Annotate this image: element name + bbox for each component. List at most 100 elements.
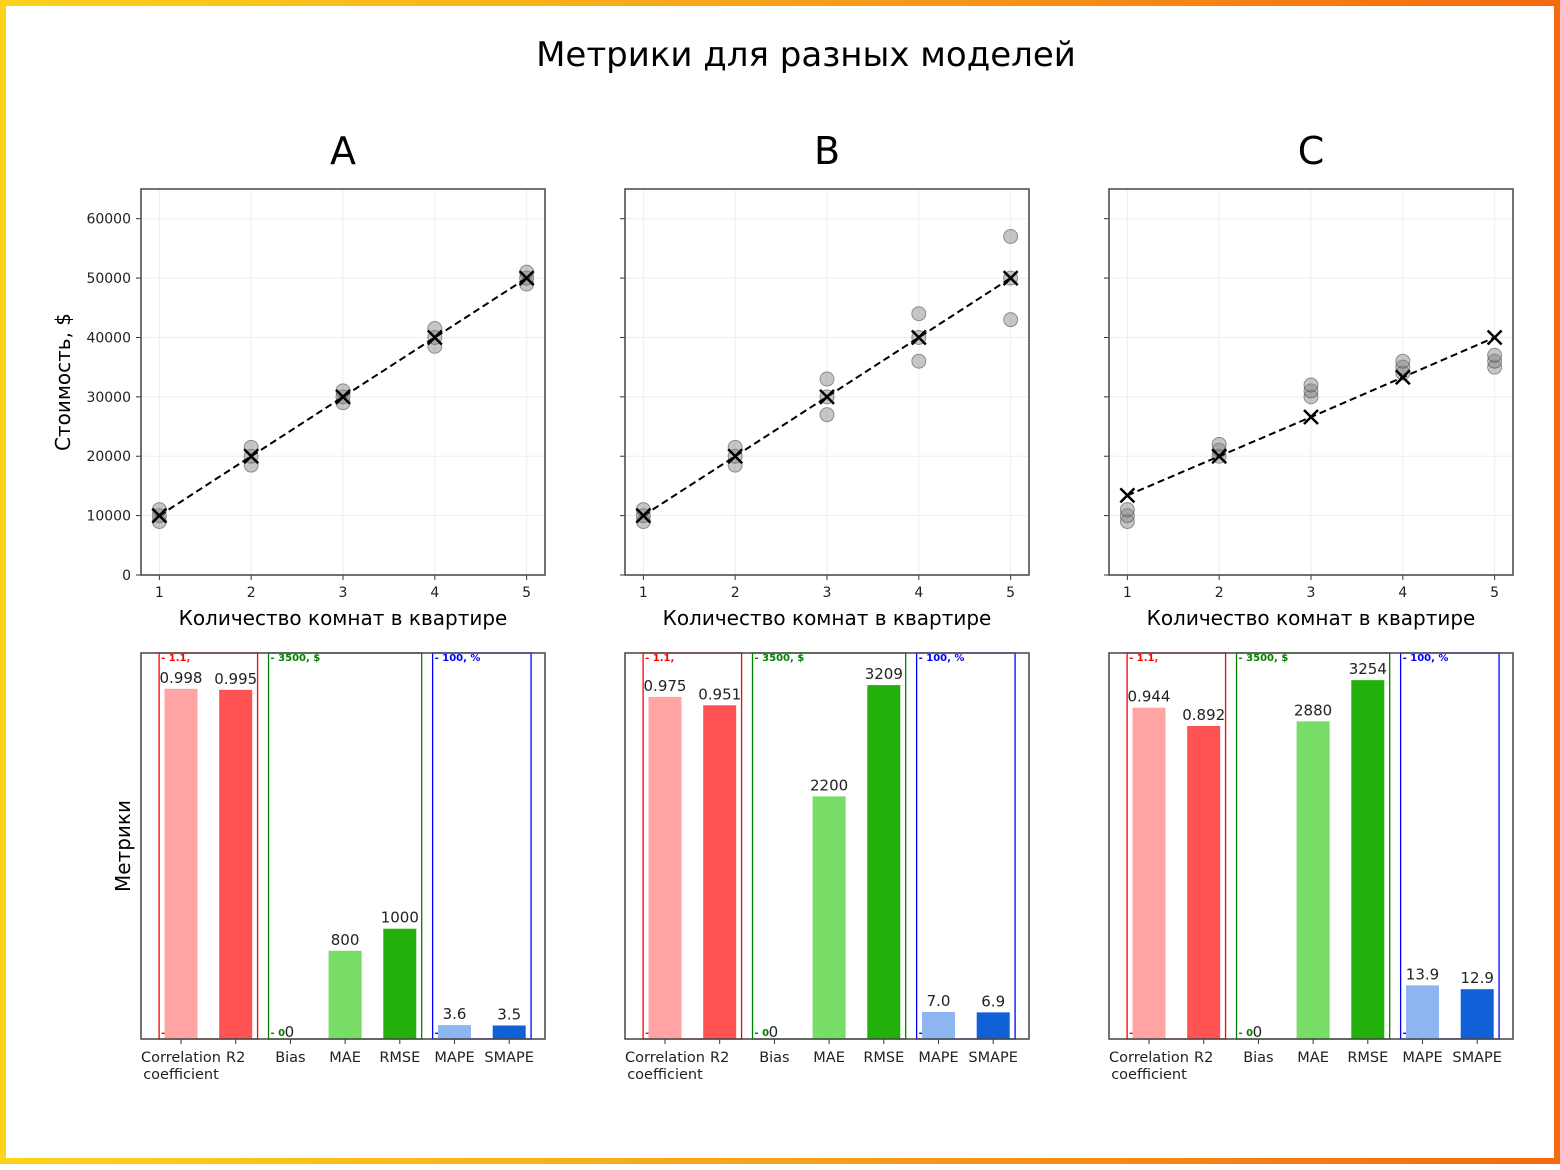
panel-A-bar: - 1.1,- 0- 3500, $- 0- 100, %- 00.998Cor… — [140, 652, 546, 1083]
x-tick-label: 2 — [731, 585, 740, 601]
metric-bar — [976, 1012, 1010, 1039]
panel-title: C — [1298, 129, 1325, 173]
actual-point — [1119, 508, 1135, 524]
x-tick-label: MAPE — [1402, 1050, 1442, 1066]
predicted-marker — [151, 507, 168, 524]
x-tick-label: Bias — [759, 1050, 789, 1066]
actual-point — [1303, 383, 1319, 399]
metric-bar — [922, 1011, 955, 1039]
metric-bar — [703, 705, 737, 1039]
predicted-marker — [1211, 448, 1228, 465]
actual-point — [1119, 502, 1135, 518]
actual-point — [243, 439, 259, 455]
metric-bar — [219, 689, 253, 1039]
metric-bar — [1406, 985, 1439, 1039]
y-tick-label: 20000 — [86, 449, 131, 465]
x-tick-label: MAE — [329, 1050, 361, 1066]
x-tick-label: 2 — [247, 585, 256, 601]
actual-point — [1487, 359, 1503, 375]
figure-title: Метрики для разных моделей — [536, 35, 1076, 75]
y-tick-label: 50000 — [86, 271, 131, 287]
group-min-label: - 0 — [271, 1028, 286, 1039]
actual-point — [819, 407, 835, 423]
x-tick-label: MAPE — [918, 1050, 958, 1066]
x-tick-label: Correlation — [625, 1050, 705, 1066]
actual-point — [727, 439, 743, 455]
y-tick-label: 60000 — [86, 212, 131, 228]
bar-value-label: 0 — [769, 1023, 779, 1041]
figure: Метрики для разных моделей Стоимость, $ … — [51, 35, 1514, 1083]
metric-bar — [164, 688, 198, 1039]
prediction-line — [158, 277, 528, 517]
prediction-line — [642, 277, 1012, 517]
x-tick-label: SMAPE — [968, 1050, 1018, 1066]
bar-value-label: 6.9 — [981, 992, 1005, 1010]
panel-title: B — [814, 129, 840, 173]
x-axis-label: Количество комнат в квартире — [179, 606, 508, 630]
group-max-label: - 100, % — [1403, 653, 1449, 664]
panel-C-bar: - 1.1,- 0- 3500, $- 0- 100, %- 00.944Cor… — [1108, 652, 1514, 1083]
metric-bar — [1351, 680, 1385, 1039]
actual-point — [1003, 229, 1019, 245]
x-tick-label: 1 — [1123, 585, 1132, 601]
x-tick-label: Correlation — [141, 1050, 221, 1066]
x-tick-label: Bias — [1243, 1050, 1273, 1066]
metric-bar — [383, 928, 417, 1039]
metric-group-frame — [431, 652, 532, 1040]
panel-C-scatter: C 1 2 3 4 5 Количество комнат в квартире — [1104, 129, 1514, 630]
panel-title: A — [330, 129, 356, 173]
group-max-label: - 1.1, — [1129, 653, 1158, 664]
metric-bar — [1132, 707, 1166, 1039]
bar-value-label: 3254 — [1349, 660, 1387, 678]
bar-value-label: 12.9 — [1460, 969, 1493, 987]
group-max-label: - 1.1, — [161, 653, 190, 664]
bar-value-label: 1000 — [381, 909, 419, 927]
bar-value-label: 0.995 — [214, 670, 257, 688]
metric-bar — [328, 950, 362, 1039]
x-tick-label: R2 — [226, 1050, 245, 1066]
x-tick-label: MAE — [813, 1050, 845, 1066]
bars-ylabel: Метрики — [111, 800, 135, 892]
actual-point — [911, 306, 927, 322]
actual-point — [427, 338, 443, 354]
panel-B-scatter: B 1 2 3 4 5 Количество комнат в квартире — [620, 129, 1030, 630]
predicted-marker — [1119, 487, 1136, 504]
metric-bar — [1460, 989, 1494, 1039]
x-tick-label: 3 — [823, 585, 832, 601]
actual-point — [1487, 353, 1503, 369]
predicted-marker — [819, 388, 835, 405]
x-axis-label: Количество комнат в квартире — [663, 606, 992, 630]
x-tick-label: SMAPE — [1452, 1050, 1502, 1066]
group-max-label: - 3500, $ — [1239, 653, 1289, 664]
x-tick-label: RMSE — [1347, 1050, 1388, 1066]
predicted-marker — [1394, 369, 1411, 386]
x-tick-label: 4 — [1398, 585, 1407, 601]
x-tick-label: coefficient — [627, 1067, 703, 1083]
bar-value-label: 0 — [1253, 1023, 1263, 1041]
x-tick-label: 5 — [522, 585, 531, 601]
plot-frame — [624, 188, 1030, 576]
bar-value-label: 0.998 — [160, 669, 203, 687]
bar-value-label: 13.9 — [1406, 965, 1439, 983]
actual-point — [243, 457, 259, 473]
actual-point — [1395, 359, 1411, 375]
predicted-marker — [1486, 329, 1503, 346]
bar-value-label: 3.6 — [443, 1005, 467, 1023]
x-tick-label: 5 — [1006, 585, 1015, 601]
actual-point — [427, 321, 443, 337]
predicted-marker — [727, 448, 744, 465]
x-tick-label: 5 — [1490, 585, 1499, 601]
predicted-marker — [635, 507, 652, 524]
metric-bar — [492, 1025, 526, 1039]
actual-point — [1119, 514, 1135, 530]
metric-bar — [438, 1025, 471, 1039]
actual-point — [1487, 347, 1503, 363]
panel-A-scatter: A 1 2 3 4 5 0 10000 20000 30000 40000 50000 60000 Кол… — [86, 129, 546, 630]
actual-point — [727, 457, 743, 473]
x-tick-label: coefficient — [143, 1067, 219, 1083]
x-tick-label: MAPE — [434, 1050, 474, 1066]
bar-value-label: 0.892 — [1182, 706, 1225, 724]
group-min-label: - 0 — [1239, 1028, 1254, 1039]
x-tick-label: 3 — [1307, 585, 1316, 601]
